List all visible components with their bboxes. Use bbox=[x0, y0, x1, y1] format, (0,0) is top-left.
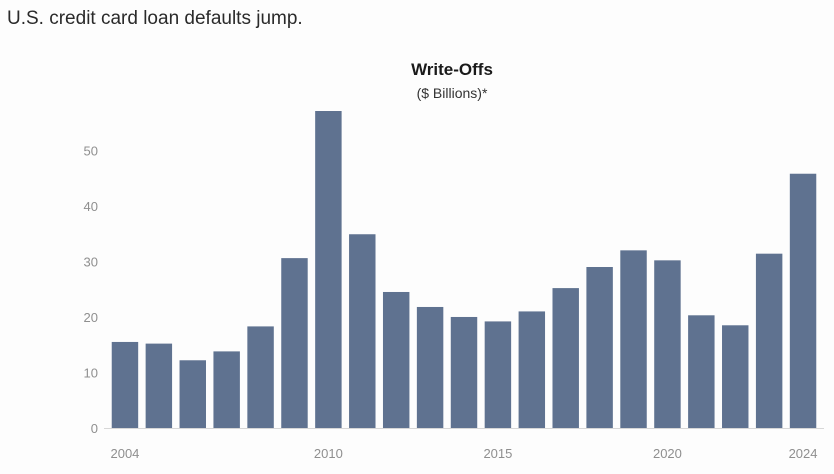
y-axis-ticks: 0 10 20 30 40 50 bbox=[84, 143, 98, 436]
bar-2015 bbox=[484, 321, 512, 428]
bar-2024 bbox=[789, 173, 817, 428]
y-tick-label: 40 bbox=[84, 199, 98, 214]
bar-2013 bbox=[416, 306, 444, 428]
bar-2006 bbox=[179, 360, 206, 428]
bar-2008 bbox=[247, 326, 274, 428]
y-tick-label: 10 bbox=[84, 365, 98, 380]
y-tick-label: 0 bbox=[91, 421, 98, 436]
headline: U.S. credit card loan defaults jump. bbox=[7, 8, 303, 29]
bar-2016 bbox=[518, 311, 546, 428]
chart-title: Write-Offs bbox=[411, 60, 493, 79]
x-tick-label: 2020 bbox=[653, 446, 682, 461]
bars-group bbox=[111, 111, 817, 428]
bar-2007 bbox=[213, 351, 240, 428]
bar-2009 bbox=[281, 258, 308, 428]
bar-2004 bbox=[111, 341, 139, 428]
chart-subtitle: ($ Billions)* bbox=[417, 85, 488, 101]
y-tick-label: 50 bbox=[84, 143, 98, 158]
bar-2011 bbox=[349, 234, 376, 428]
x-tick-label: 2015 bbox=[483, 446, 512, 461]
bar-2020 bbox=[654, 260, 681, 428]
x-axis-ticks: 2004 2010 2015 2020 2024 bbox=[110, 446, 817, 461]
bar-2005 bbox=[145, 343, 173, 428]
bar-2023 bbox=[755, 253, 783, 428]
y-tick-label: 20 bbox=[84, 310, 98, 325]
bar-2014 bbox=[450, 316, 478, 428]
bar-2017 bbox=[552, 288, 579, 428]
x-tick-label: 2010 bbox=[314, 446, 343, 461]
bar-2022 bbox=[722, 325, 749, 428]
bar-2019 bbox=[620, 250, 647, 428]
bar-2018 bbox=[586, 267, 613, 428]
x-tick-label: 2004 bbox=[110, 446, 139, 461]
bar-2010 bbox=[315, 111, 342, 428]
y-tick-label: 30 bbox=[84, 254, 98, 269]
bar-2012 bbox=[382, 291, 410, 428]
x-tick-label: 2024 bbox=[789, 446, 818, 461]
bar-2021 bbox=[688, 315, 715, 428]
